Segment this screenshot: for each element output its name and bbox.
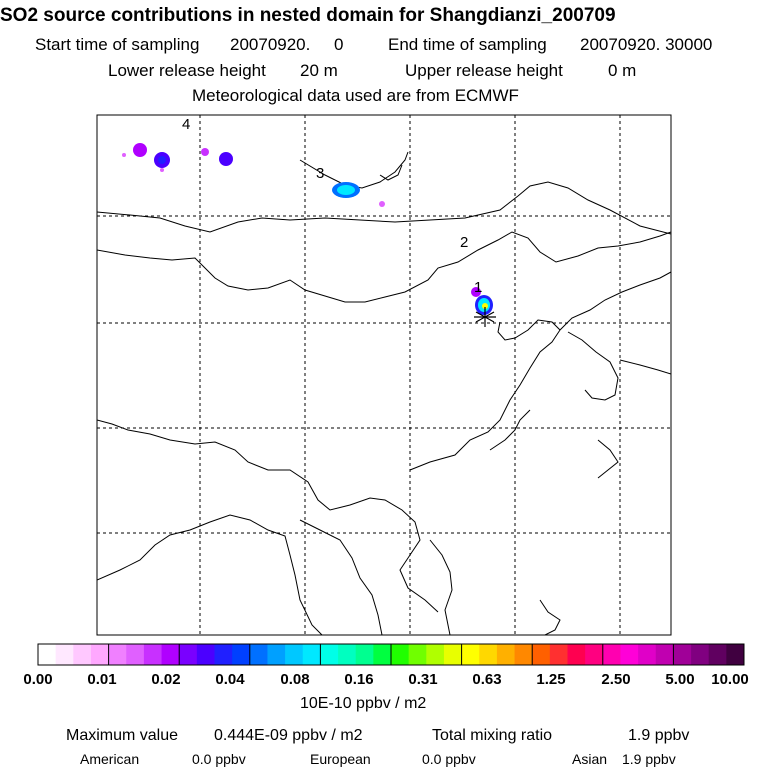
colorbar-frame: [37, 643, 745, 666]
end-time-label: End time of sampling: [388, 35, 547, 54]
colorbar-cell: [126, 644, 145, 665]
plume-blob: [201, 148, 209, 156]
american-label: American: [80, 751, 140, 767]
source-label-1: 1: [474, 279, 482, 296]
concentration-plumes: [122, 143, 493, 315]
upper-height-value: 0 m: [608, 61, 637, 80]
colorbar-cell: [338, 644, 357, 665]
colorbar-cell: [638, 644, 657, 665]
plume-blob: [158, 156, 166, 164]
max-value-label: Maximum value: [66, 727, 179, 744]
colorbar-cell: [214, 644, 233, 665]
station-star-icon: [474, 307, 496, 327]
colorbar-cell: [496, 644, 515, 665]
colorbar-tick: 1.25: [536, 671, 566, 688]
plume-blob: [160, 168, 164, 172]
colorbar-cell: [249, 644, 268, 665]
colorbar-cell: [673, 644, 692, 665]
map-frame: [96, 114, 672, 636]
colorbar-tick: 0.04: [215, 671, 245, 688]
plume-blob: [219, 152, 233, 166]
colorbar-cell: [602, 644, 621, 665]
colorbar-tick: 2.50: [601, 671, 631, 688]
colorbar-cell: [408, 644, 427, 665]
colorbar-cell: [161, 644, 180, 665]
colorbar-cell: [461, 644, 480, 665]
max-value: 0.444E-09 ppbv / m2: [214, 727, 363, 744]
colorbar-cell: [179, 644, 198, 665]
plume-blob: [471, 287, 481, 297]
total-mixing-ratio-value: 1.9 ppbv: [628, 727, 690, 744]
plume-blob: [482, 303, 488, 309]
colorbar-cell: [549, 644, 568, 665]
colorbar-tick: 0.31: [408, 671, 438, 688]
colorbar-cell: [373, 644, 392, 665]
colorbar-cell: [196, 644, 215, 665]
colorbar-cell: [302, 644, 321, 665]
plume-blob: [133, 143, 147, 157]
colorbar-cell: [391, 644, 410, 665]
european-value: 0.0 ppbv: [422, 751, 476, 767]
colorbar-tick: 0.16: [344, 671, 374, 688]
colorbar-cell: [232, 644, 251, 665]
end-time-value: 20070920. 30000: [580, 35, 713, 54]
colorbar-cell: [708, 644, 727, 665]
colorbar-cell: [108, 644, 127, 665]
met-data-note: Meteorological data used are from ECMWF: [192, 86, 519, 105]
colorbar-cell: [55, 644, 74, 665]
upper-height-label: Upper release height: [405, 61, 563, 80]
colorbar-cell: [38, 644, 57, 665]
colorbar-cell: [320, 644, 339, 665]
colorbar-cell: [143, 644, 162, 665]
colorbar-tick: 0.08: [280, 671, 310, 688]
colorbar-cell: [620, 644, 639, 665]
source-label-4: 4: [182, 116, 190, 133]
graticule: [97, 115, 671, 635]
colorbar-cell: [567, 644, 586, 665]
colorbar-cell: [73, 644, 92, 665]
lower-height-value: 20 m: [300, 61, 338, 80]
asian-label: Asian: [572, 751, 608, 767]
colorbar-cell: [267, 644, 286, 665]
lower-height-label: Lower release height: [108, 61, 266, 80]
plume-blob: [379, 201, 385, 207]
colorbar-unit: 10E-10 ppbv / m2: [300, 695, 427, 712]
colorbar-cell: [355, 644, 374, 665]
source-label-3: 3: [316, 165, 324, 182]
colorbar-tick: 0.02: [151, 671, 181, 688]
plume-blob: [122, 153, 126, 157]
colorbar-tick: 0.01: [87, 671, 117, 688]
total-mixing-ratio-label: Total mixing ratio: [432, 727, 553, 744]
colorbar-tick: 5.00: [665, 671, 695, 688]
colorbar-cell: [726, 644, 745, 665]
colorbar-cell: [532, 644, 551, 665]
colorbar-cell: [585, 644, 604, 665]
colorbar-cell: [426, 644, 445, 665]
country-borders: [97, 151, 671, 635]
map-title: SO2 source contributions in nested domai…: [0, 5, 616, 26]
colorbar-cell: [90, 644, 109, 665]
colorbar-cell: [443, 644, 462, 665]
colorbar-cell: [655, 644, 674, 665]
start-time-label: Start time of sampling: [35, 35, 200, 54]
colorbar-cell: [514, 644, 533, 665]
colorbar-cell: [691, 644, 710, 665]
colorbar-tick: 10.00: [711, 671, 749, 688]
colorbar-tick: 0.00: [23, 671, 53, 688]
source-label-2: 2: [460, 234, 468, 251]
european-label: European: [310, 751, 371, 767]
start-time-value: 20070920. 0: [230, 35, 344, 54]
plume-blob: [337, 185, 355, 195]
american-value: 0.0 ppbv: [192, 751, 246, 767]
asian-value: 1.9 ppbv: [622, 751, 676, 767]
colorbar-tick: 0.63: [472, 671, 502, 688]
colorbar-cell: [479, 644, 498, 665]
colorbar-cell: [285, 644, 304, 665]
